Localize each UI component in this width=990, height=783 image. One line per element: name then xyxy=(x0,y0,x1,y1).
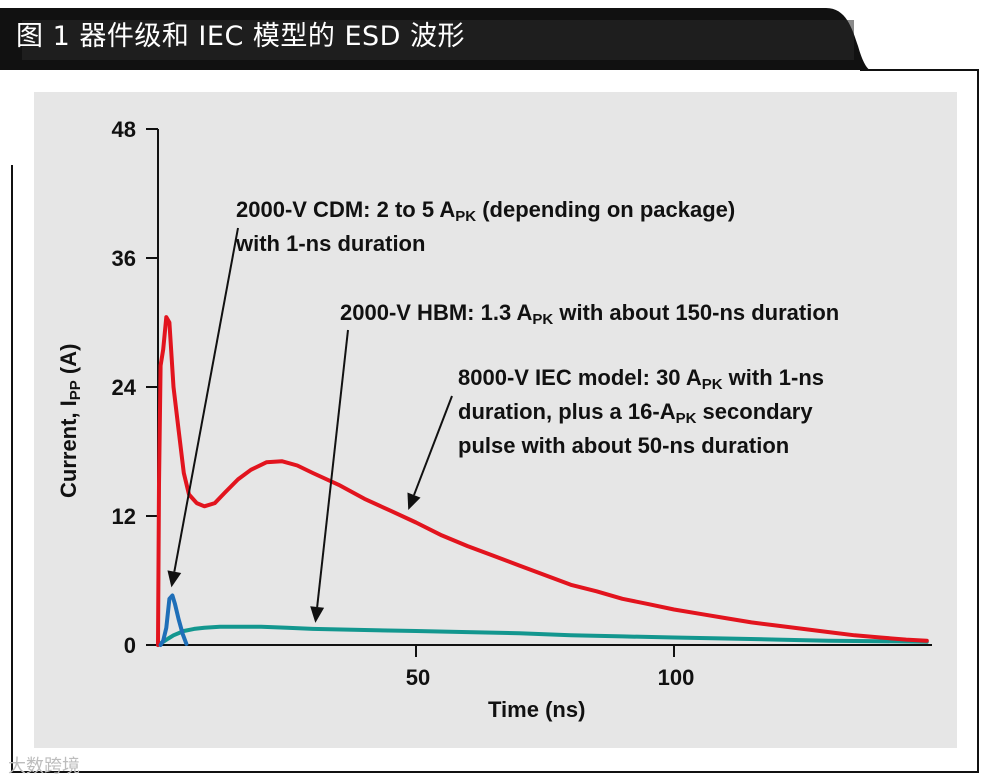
y-tick-label-24: 24 xyxy=(112,375,137,400)
figure-title: 图 1 器件级和 IEC 模型的 ESD 波形 xyxy=(16,21,466,52)
y-axis-label-sub: PP xyxy=(67,380,84,401)
arrow-cdm-head xyxy=(167,570,182,588)
annotation-subscript: PK xyxy=(701,376,723,393)
x-axis-label: Time (ns) xyxy=(488,697,586,722)
frame-border xyxy=(11,69,979,773)
series-iec xyxy=(156,315,929,647)
y-axis-label: Current, IPP (A) xyxy=(56,344,84,498)
annotation-text: pulse with about 50-ns duration xyxy=(458,433,790,458)
y-tick-label-0: 0 xyxy=(124,633,136,658)
arrow-cdm-shaft xyxy=(173,227,239,572)
annotation-text: with 1-ns duration xyxy=(236,231,426,256)
annotation-text: 8000-V IEC model: 30 A xyxy=(458,365,702,390)
annotation-hbm: 2000-V HBM: 1.3 APK with about 150-ns du… xyxy=(340,299,839,333)
x-tick-label-50: 50 xyxy=(406,665,430,690)
annotation-text: (depending on package) xyxy=(476,197,736,222)
annotation-text: with 1-ns xyxy=(722,365,825,390)
title-bar xyxy=(0,8,870,70)
y-axis-label-tail: (A) xyxy=(56,343,81,381)
arrow-iec-shaft xyxy=(413,395,453,496)
arrow-hbm-head xyxy=(310,606,325,623)
series-cdm xyxy=(158,593,189,647)
annotation-hbm-line-0: 2000-V HBM: 1.3 APK with about 150-ns du… xyxy=(340,299,839,333)
y-tick-label-12: 12 xyxy=(112,504,136,529)
y-tick-label-36: 36 xyxy=(112,246,136,271)
annotation-arrows xyxy=(167,227,453,623)
annotation-cdm-line-1: with 1-ns duration xyxy=(236,230,735,257)
annotation-text: duration, plus a 16-A xyxy=(458,399,676,424)
annotation-subscript: PK xyxy=(532,311,554,328)
annotation-iec-line-1: duration, plus a 16-APK secondary xyxy=(458,398,824,432)
watermark: 大数跨境 xyxy=(8,756,80,777)
annotation-iec-line-0: 8000-V IEC model: 30 APK with 1-ns xyxy=(458,364,824,398)
arrow-hbm-shaft xyxy=(316,329,349,608)
annotation-cdm: 2000-V CDM: 2 to 5 APK (depending on pac… xyxy=(236,196,735,257)
x-tick-label-100: 100 xyxy=(658,665,695,690)
annotation-subscript: PK xyxy=(455,208,477,225)
annotation-iec-line-2: pulse with about 50-ns duration xyxy=(458,432,824,459)
series-layer xyxy=(156,315,929,647)
annotation-text: 2000-V HBM: 1.3 A xyxy=(340,300,533,325)
annotation-text: with about 150-ns duration xyxy=(553,300,840,325)
y-axis-label-main: Current, I xyxy=(56,400,81,498)
y-tick-label-48: 48 xyxy=(112,117,136,142)
annotation-cdm-line-0: 2000-V CDM: 2 to 5 APK (depending on pac… xyxy=(236,196,735,230)
annotation-text: 2000-V CDM: 2 to 5 A xyxy=(236,197,456,222)
arrow-iec-head xyxy=(407,492,421,510)
annotation-iec: 8000-V IEC model: 30 APK with 1-ns durati… xyxy=(458,364,824,459)
annotation-text: secondary xyxy=(696,399,813,424)
annotation-subscript: PK xyxy=(675,410,697,427)
